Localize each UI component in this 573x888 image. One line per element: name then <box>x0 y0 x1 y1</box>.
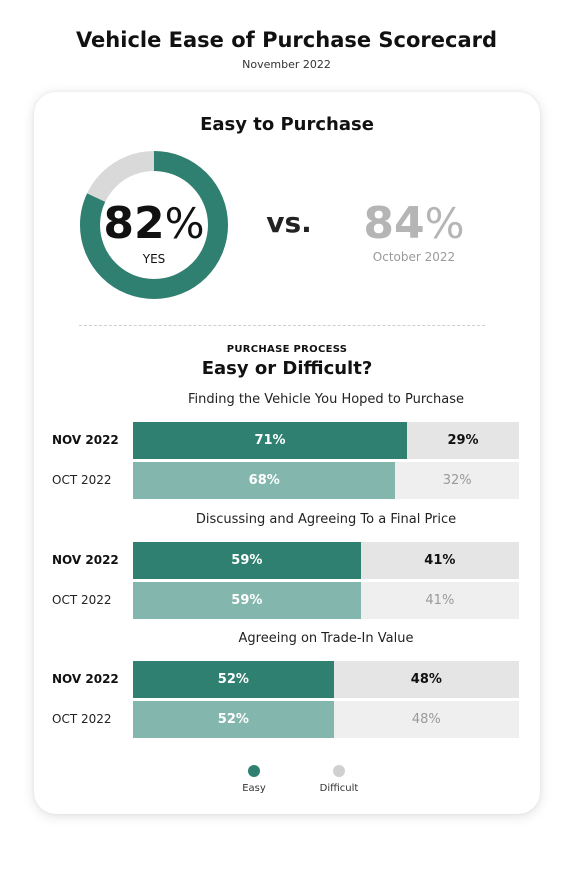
donut-value-percent: % <box>164 199 205 248</box>
row-label: NOV 2022 <box>52 433 119 447</box>
row-label: OCT 2022 <box>52 473 112 487</box>
section-kicker: PURCHASE PROCESS <box>226 344 348 355</box>
bar-segment-difficult: 48% <box>333 661 519 698</box>
previous-value: 84% <box>344 200 484 248</box>
legend-difficult-dot <box>333 765 345 777</box>
bar-segment-easy: 59% <box>133 582 361 619</box>
bar-segment-difficult: 29% <box>407 422 519 459</box>
stacked-bar: 52% 48% <box>133 661 519 698</box>
bar-segment-easy: 52% <box>133 701 334 738</box>
bar-row: OCT 2022 52% 48% <box>34 701 540 738</box>
stacked-bar: 59% 41% <box>133 582 519 619</box>
legend-easy-dot <box>248 765 260 777</box>
row-label: OCT 2022 <box>52 593 112 607</box>
bar-row: OCT 2022 59% 41% <box>34 582 540 619</box>
group-title: Finding the Vehicle You Hoped to Purchas… <box>187 392 465 407</box>
row-label: NOV 2022 <box>52 672 119 686</box>
bar-segment-easy: 59% <box>133 542 361 579</box>
legend-difficult-label: Difficult <box>319 783 359 794</box>
stacked-bar: 52% 48% <box>133 701 519 738</box>
bar-segment-difficult: 41% <box>360 542 519 579</box>
page-title: Vehicle Ease of Purchase Scorecard <box>75 28 498 52</box>
bar-segment-difficult: 32% <box>395 462 519 499</box>
donut-value-number: 82 <box>103 198 165 249</box>
bar-row: NOV 2022 59% 41% <box>34 542 540 579</box>
bar-segment-difficult: 48% <box>333 701 519 738</box>
bar-row: NOV 2022 52% 48% <box>34 661 540 698</box>
donut-label: YES <box>142 252 166 266</box>
vs-label: vs. <box>266 206 312 239</box>
previous-value-number: 84 <box>363 198 425 249</box>
row-label: NOV 2022 <box>52 553 119 567</box>
legend-easy-label: Easy <box>242 783 266 794</box>
row-label: OCT 2022 <box>52 712 112 726</box>
stacked-bar: 68% 32% <box>133 462 519 499</box>
group-title: Discussing and Agreeing To a Final Price <box>195 512 457 527</box>
page-subtitle: November 2022 <box>242 58 331 71</box>
bar-row: NOV 2022 71% 29% <box>34 422 540 459</box>
bar-segment-easy: 71% <box>133 422 408 459</box>
summary-title: Easy to Purchase <box>200 114 374 135</box>
section-title: Easy or Difficult? <box>201 358 373 379</box>
donut-chart <box>80 151 228 299</box>
previous-label: October 2022 <box>372 250 456 264</box>
divider <box>79 325 485 326</box>
group-title: Agreeing on Trade-In Value <box>238 631 414 646</box>
bar-segment-easy: 68% <box>133 462 396 499</box>
bar-segment-difficult: 41% <box>360 582 519 619</box>
scorecard-card: Easy to Purchase 82% YES vs. 84% October… <box>34 92 540 814</box>
bar-segment-easy: 52% <box>133 661 334 698</box>
stacked-bar: 71% 29% <box>133 422 519 459</box>
previous-value-percent: % <box>424 199 465 248</box>
donut-arc-easy <box>80 151 228 299</box>
bar-row: OCT 2022 68% 32% <box>34 462 540 499</box>
donut-value: 82% <box>76 200 232 248</box>
stacked-bar: 59% 41% <box>133 542 519 579</box>
